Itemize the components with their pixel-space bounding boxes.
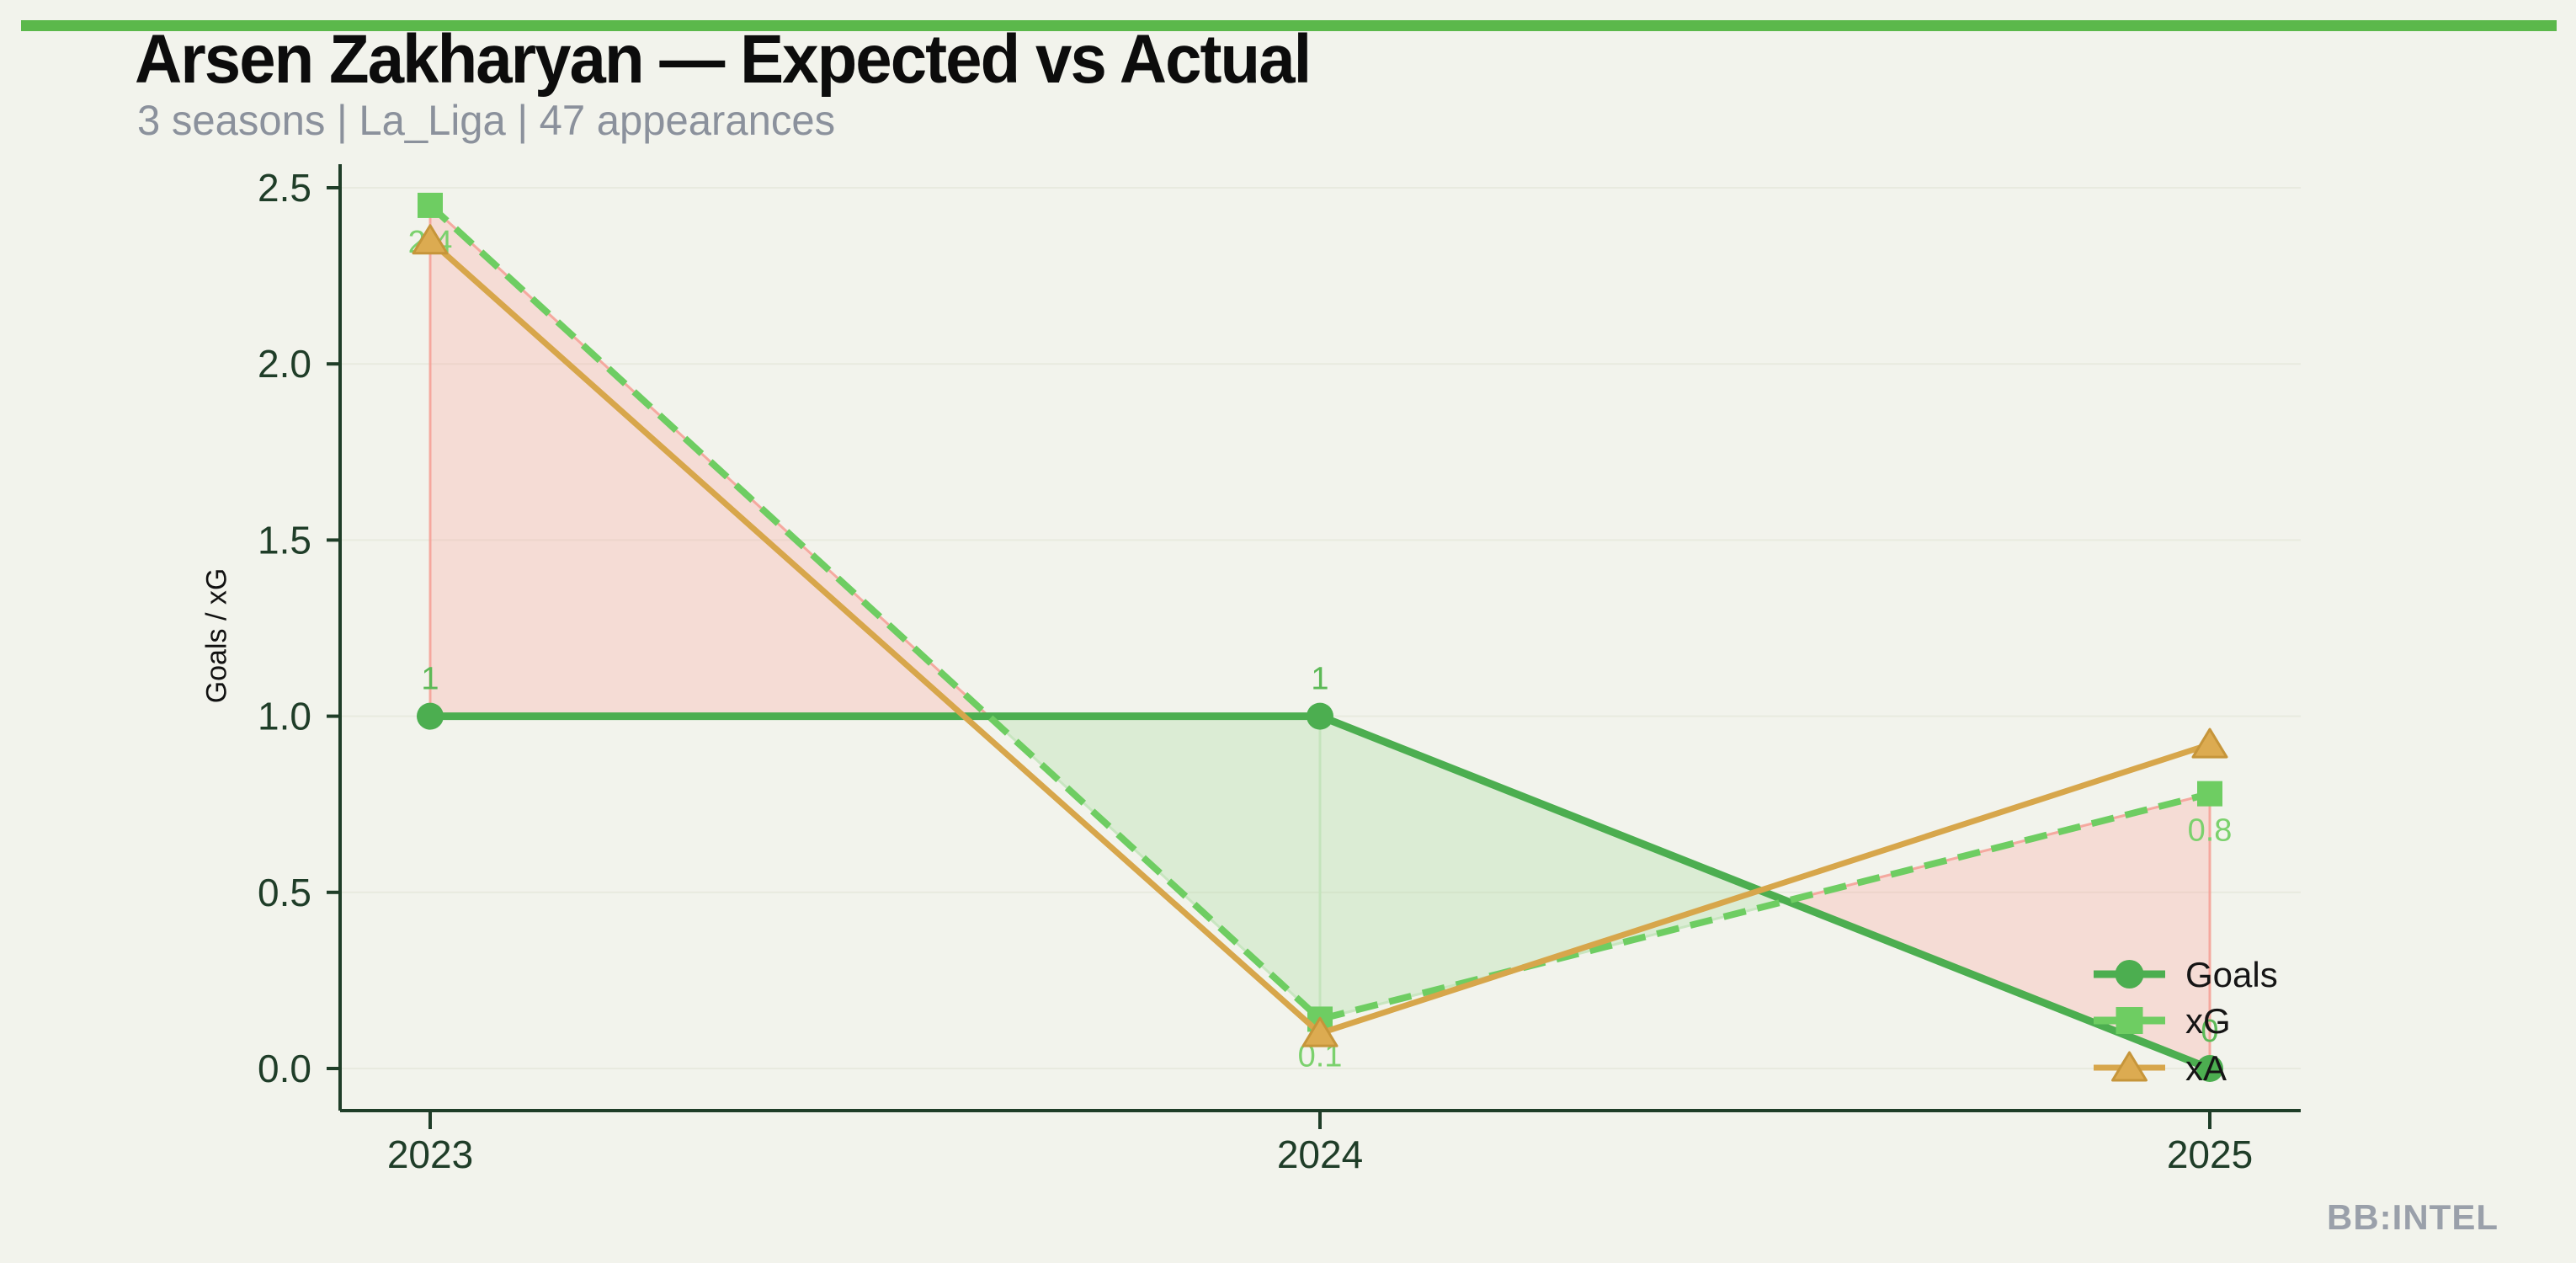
goals-point-label: 1 bbox=[1311, 662, 1328, 697]
xg-point-label: 0.8 bbox=[2188, 813, 2233, 849]
x-tick-label: 2025 bbox=[2167, 1132, 2253, 1176]
x-tick-label: 2024 bbox=[1277, 1132, 1363, 1176]
watermark: BB:INTEL bbox=[2327, 1197, 2499, 1237]
chart-subtitle: 3 seasons | La_Liga | 47 appearances bbox=[137, 97, 836, 144]
y-tick-label: 0.0 bbox=[258, 1047, 311, 1090]
x-tick-label: 2023 bbox=[387, 1132, 473, 1176]
goals-point-label: 0 bbox=[2201, 1014, 2218, 1049]
legend-label-xa: xA bbox=[2185, 1048, 2227, 1088]
accent-bar bbox=[21, 20, 2557, 31]
goals-marker bbox=[417, 702, 444, 730]
xg-line bbox=[428, 202, 2211, 1023]
legend-marker-goals bbox=[2115, 960, 2144, 989]
y-tick-label: 2.0 bbox=[258, 342, 311, 386]
legend-label-goals: Goals bbox=[2185, 955, 2278, 994]
xg-marker bbox=[418, 192, 443, 218]
chart-title: Arsen Zakharyan — Expected vs Actual bbox=[135, 21, 1312, 98]
xa-marker bbox=[412, 224, 449, 255]
y-tick-label: 1.5 bbox=[258, 518, 311, 562]
y-tick-label: 1.0 bbox=[258, 695, 311, 738]
y-tick-label: 0.5 bbox=[258, 871, 311, 914]
y-tick-label: 2.5 bbox=[258, 166, 311, 210]
xa-marker bbox=[1301, 1016, 1339, 1047]
goals-marker bbox=[1307, 702, 1333, 730]
legend-label-xg: xG bbox=[2185, 1001, 2231, 1041]
xg-marker bbox=[2197, 781, 2222, 807]
legend-marker-xg bbox=[2116, 1007, 2143, 1034]
xa-marker bbox=[2191, 727, 2228, 759]
fill-xg-above-goals bbox=[1782, 791, 2211, 1071]
legend-marker-xa bbox=[2111, 1051, 2148, 1082]
goals-marker bbox=[2196, 1055, 2223, 1082]
goals-point-label: 1 bbox=[421, 662, 439, 697]
fill-goals-above-xg bbox=[1318, 714, 1791, 1021]
